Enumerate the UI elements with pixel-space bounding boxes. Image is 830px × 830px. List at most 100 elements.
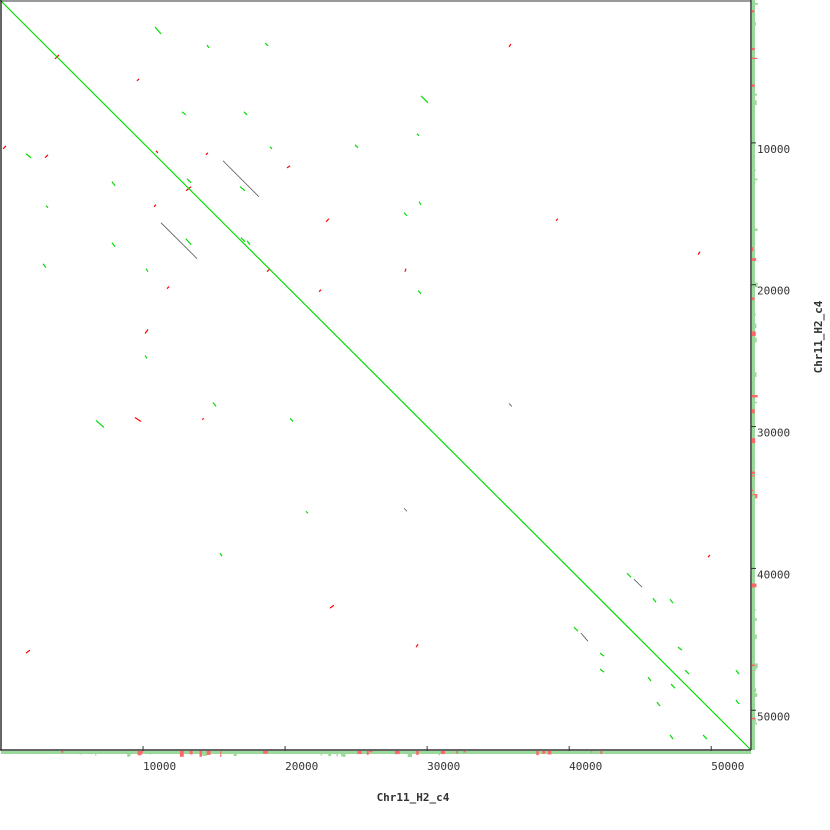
x-coverage-bar [445, 751, 450, 753]
y-coverage-bar [752, 329, 754, 333]
y-coverage-bar [752, 228, 758, 232]
y-coverage-bar [752, 2, 758, 5]
x-tick-label: 40000 [569, 760, 602, 773]
other-alignment-segment [580, 632, 589, 642]
forward-alignment-segment [669, 734, 674, 740]
y-tick-label: 10000 [757, 143, 790, 156]
y-coverage-bar [752, 258, 757, 261]
y-coverage-bar [752, 313, 756, 316]
other-alignment-segment [508, 403, 513, 407]
forward-alignment-segment [417, 290, 422, 295]
forward-alignment-segment [305, 510, 309, 514]
y-coverage-bar [752, 131, 754, 137]
y-coverage-bar [752, 10, 755, 13]
x-coverage-bar [77, 751, 79, 755]
forward-alignment-segment [735, 699, 740, 705]
y-coverage-bar [752, 491, 754, 494]
y-coverage-bar [752, 409, 755, 414]
reverse-alignment-segment [707, 554, 711, 558]
forward-alignment-segment [154, 26, 162, 35]
y-tick-label: 40000 [757, 568, 790, 581]
forward-alignment-segment [45, 205, 49, 209]
y-coverage-bar [752, 84, 755, 87]
y-coverage-bar [752, 328, 755, 334]
reverse-alignment-segment [2, 145, 7, 150]
forward-alignment-segment [206, 44, 210, 49]
x-coverage-bar [95, 751, 97, 756]
forward-alignment-segment [111, 242, 116, 248]
reverse-alignment-segment [144, 329, 149, 334]
forward-alignment-segment [677, 646, 683, 651]
x-coverage-bar [463, 751, 466, 753]
x-axis-title: Chr11_H2_c4 [377, 791, 450, 804]
y-coverage-bar [752, 401, 755, 404]
x-coverage-bar [127, 751, 131, 756]
forward-alignment-segment [186, 178, 192, 184]
reverse-alignment-segment [201, 417, 205, 421]
forward-alignment-segment [95, 420, 105, 428]
x-coverage-bar [42, 751, 46, 754]
x-coverage-bar [591, 751, 593, 753]
forward-alignment-segment [418, 201, 422, 206]
x-coverage-bar [38, 751, 44, 754]
x-coverage-bar [536, 751, 539, 756]
reverse-alignment-segment [136, 78, 140, 82]
x-coverage-bar [341, 751, 345, 757]
y-coverage-bar [752, 438, 756, 444]
forward-alignment-segment [111, 181, 116, 187]
reverse-alignment-segment [404, 268, 407, 272]
x-coverage-bar [366, 751, 369, 755]
forward-alignment-segment [416, 133, 420, 137]
x-coverage-bar [35, 751, 40, 755]
x-coverage-bar [347, 751, 350, 754]
forward-alignment-segment [240, 237, 246, 243]
y-coverage-bar [752, 57, 758, 59]
forward-alignment-segment [354, 144, 359, 149]
y-coverage-bar [752, 495, 756, 499]
x-tick-label: 20000 [285, 760, 318, 773]
reverse-alignment-segment [44, 154, 49, 159]
y-coverage-bar [752, 617, 757, 622]
y-coverage-bar [752, 178, 758, 181]
reverse-alignment-segment [286, 165, 291, 169]
x-coverage-bar [336, 751, 338, 757]
forward-alignment-segment [652, 597, 657, 603]
x-coverage-bar [18, 751, 23, 753]
y-coverage-bar [752, 722, 757, 725]
x-coverage-bar [233, 751, 237, 757]
reverse-alignment-segment [318, 289, 322, 293]
y-tick-label: 50000 [757, 710, 790, 723]
forward-alignment-segment [420, 95, 429, 104]
y-coverage-bar [752, 372, 757, 377]
reverse-alignment-segment [415, 643, 419, 648]
x-coverage-bar [14, 751, 16, 754]
y-coverage-bar [752, 609, 757, 611]
x-coverage-bar [456, 751, 458, 754]
x-coverage-bar [362, 751, 366, 754]
forward-alignment-segment [145, 268, 149, 272]
y-coverage-bar [752, 401, 758, 404]
x-coverage-track [1, 751, 751, 754]
x-coverage-bar [502, 751, 506, 753]
reverse-alignment-segment [205, 152, 209, 156]
reverse-alignment-segment [555, 218, 559, 222]
x-coverage-bar [220, 751, 222, 757]
y-coverage-bar [752, 489, 754, 492]
x-coverage-bar [369, 751, 373, 753]
forward-alignment-segment [647, 676, 652, 682]
y-coverage-bar [752, 302, 755, 304]
y-coverage-bar [752, 323, 757, 328]
forward-alignment-segment [735, 669, 740, 675]
y-coverage-bar [752, 663, 758, 669]
x-coverage-bar [100, 751, 105, 753]
other-alignment-segment [403, 507, 408, 512]
forward-alignment-segment [243, 111, 248, 116]
forward-alignment-segment [626, 572, 632, 578]
forward-alignment-segment [219, 552, 223, 557]
forward-alignment-segment [264, 42, 269, 47]
forward-alignment-segment [669, 598, 674, 604]
y-coverage-bar [752, 492, 754, 495]
y-coverage-bar [752, 688, 757, 693]
x-coverage-bar [202, 751, 208, 756]
